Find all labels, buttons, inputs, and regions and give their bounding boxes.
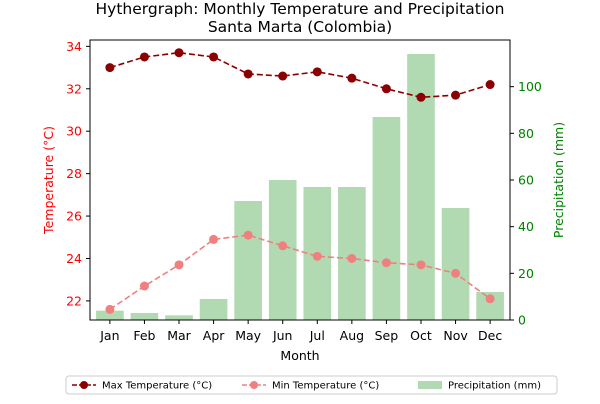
- legend-label: Precipitation (mm): [448, 381, 541, 392]
- left-axis-tick-label: 26: [66, 209, 82, 224]
- precipitation-bar: [338, 187, 366, 320]
- legend-marker-swatch: [250, 381, 258, 389]
- legend-label: Max Temperature (°C): [102, 381, 212, 392]
- precipitation-bars: [96, 54, 504, 320]
- left-axis-tick-label: 30: [66, 124, 82, 139]
- temperature-point: [209, 235, 218, 244]
- temperature-point: [382, 84, 391, 93]
- temperature-point: [382, 258, 391, 267]
- x-axis-tick-label: Mar: [167, 328, 191, 343]
- left-axis-tick-label: 32: [66, 81, 82, 96]
- precipitation-bar: [373, 117, 401, 320]
- x-axis-tick-label: Dec: [478, 328, 502, 343]
- right-axis-tick-label: 0: [518, 313, 526, 328]
- temperature-point: [451, 91, 460, 100]
- legend-bar-swatch: [418, 381, 442, 389]
- temperature-point: [175, 260, 184, 269]
- temperature-point: [347, 74, 356, 83]
- x-axis-tick-label: Sep: [375, 328, 399, 343]
- temperature-point: [313, 67, 322, 76]
- precipitation-bar: [442, 208, 470, 320]
- temperature-lines: [105, 48, 494, 314]
- chart-title-group: Hythergraph: Monthly Temperature and Pre…: [96, 0, 505, 36]
- x-axis-tick-label: Jun: [272, 328, 293, 343]
- right-axis-tick-label: 20: [518, 266, 534, 281]
- temperature-point: [347, 254, 356, 263]
- right-axis-tick-label: 80: [518, 126, 534, 141]
- right-axis-tick-label: 40: [518, 219, 534, 234]
- left-y-axis-label: Temperature (°C): [41, 126, 56, 235]
- precipitation-bar: [200, 299, 228, 320]
- temperature-point: [416, 93, 425, 102]
- legend: Max Temperature (°C) Min Temperature (°C)…: [66, 376, 557, 394]
- right-axis-tick-label: 60: [518, 173, 534, 188]
- left-axis-tick-label: 24: [66, 251, 82, 266]
- x-axis-tick-label: Apr: [203, 328, 225, 343]
- x-axis-tick-label: Jul: [309, 328, 325, 343]
- temperature-point: [486, 80, 495, 89]
- temperature-point: [244, 231, 253, 240]
- x-axis-tick-label: Aug: [340, 328, 364, 343]
- precipitation-bar: [165, 315, 193, 320]
- right-axis-tick-label: 100: [518, 79, 542, 94]
- x-axis-tick-label: Feb: [133, 328, 155, 343]
- temperature-point: [105, 305, 114, 314]
- precipitation-bar: [234, 201, 262, 320]
- right-y-axis-label: Precipitation (mm): [551, 122, 566, 238]
- temperature-point: [244, 69, 253, 78]
- x-axis-tick-label: May: [235, 328, 261, 343]
- temperature-point: [140, 52, 149, 61]
- temperature-point: [416, 260, 425, 269]
- temperature-point: [140, 282, 149, 291]
- legend-label: Min Temperature (°C): [272, 381, 379, 392]
- temperature-point: [175, 48, 184, 57]
- x-axis-tick-label: Nov: [443, 328, 468, 343]
- precipitation-bar: [131, 313, 159, 320]
- temperature-point: [209, 52, 218, 61]
- temperature-point: [451, 269, 460, 278]
- x-axis-tick-label: Jan: [99, 328, 119, 343]
- left-axis-tick-label: 22: [66, 293, 82, 308]
- temperature-point: [278, 72, 287, 81]
- chart-title-line: Santa Marta (Colombia): [208, 18, 392, 36]
- temperature-point: [313, 252, 322, 261]
- temperature-point: [486, 294, 495, 303]
- chart-title-line: Hythergraph: Monthly Temperature and Pre…: [96, 0, 505, 18]
- temperature-point: [278, 241, 287, 250]
- x-axis-label: Month: [280, 348, 319, 363]
- legend-marker-swatch: [80, 381, 88, 389]
- left-axis-tick-label: 34: [66, 39, 82, 54]
- temperature-point: [105, 63, 114, 72]
- x-axis-tick-label: Oct: [410, 328, 432, 343]
- left-axis-tick-label: 28: [66, 166, 82, 181]
